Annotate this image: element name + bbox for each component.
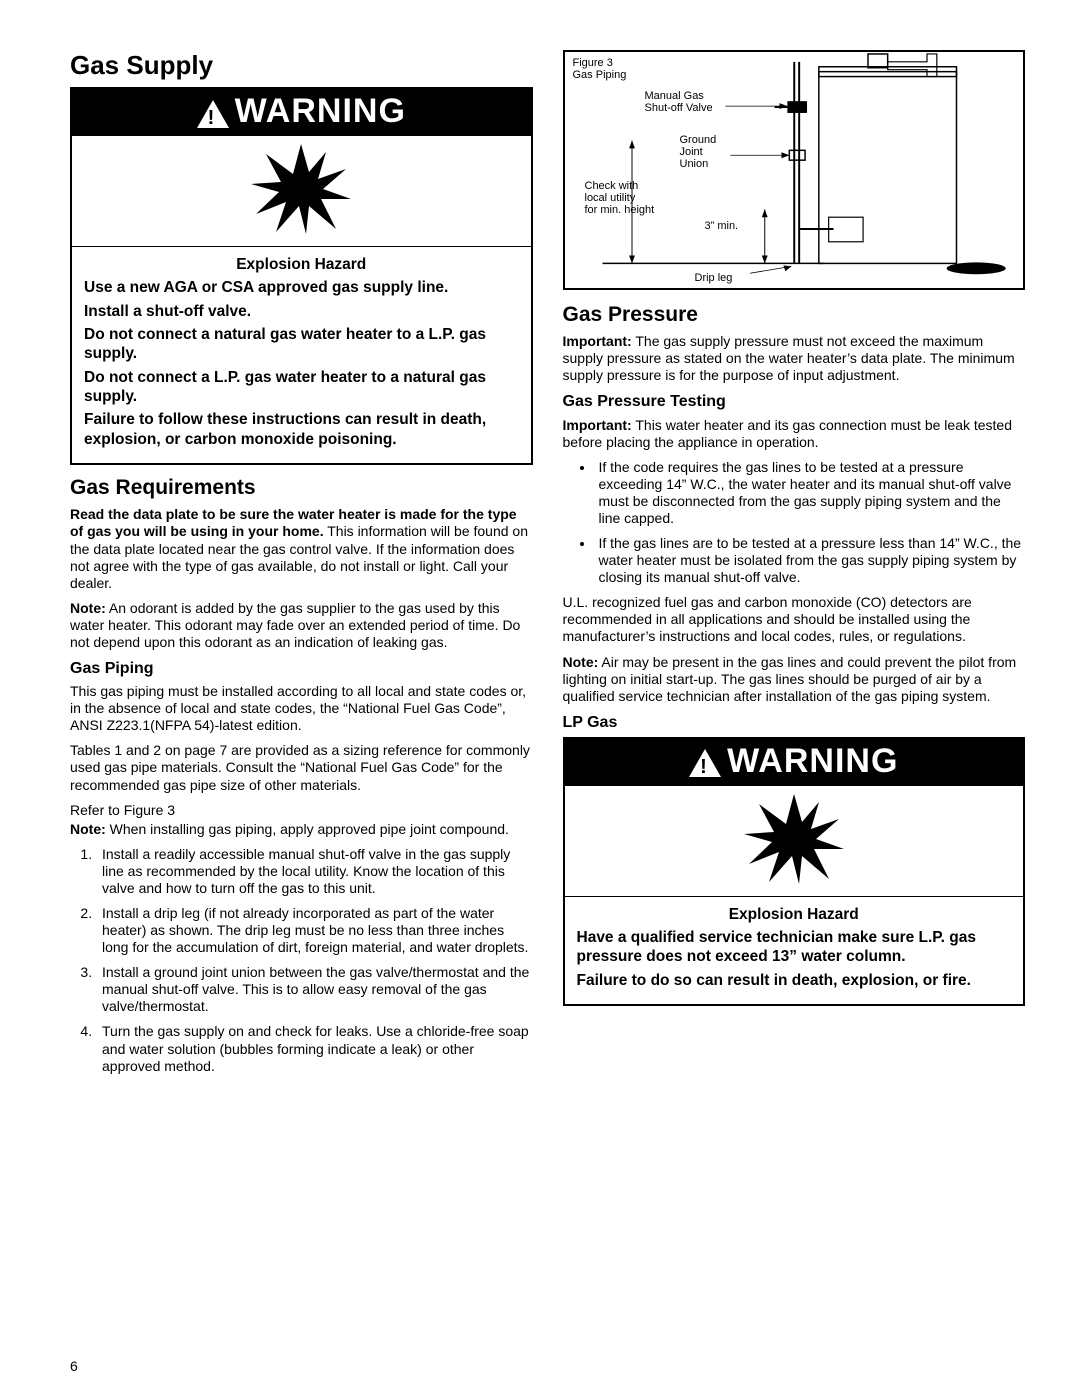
note-label: Note:	[563, 654, 599, 670]
warning-body: Explosion Hazard Use a new AGA or CSA ap…	[72, 247, 531, 463]
odorant-note: Note: An odorant is added by the gas sup…	[70, 600, 533, 651]
step-item: Turn the gas supply on and check for lea…	[96, 1023, 533, 1074]
three-inch-min-label: 3” min.	[705, 220, 739, 233]
step-item: Install a ground joint union between the…	[96, 964, 533, 1015]
union-label: Ground Joint Union	[680, 134, 717, 170]
warning-line: Do not connect a natural gas water heate…	[84, 325, 519, 364]
alert-triangle-icon	[689, 749, 721, 777]
shutoff-label: Manual Gas Shut-off Valve	[645, 90, 713, 114]
alert-triangle-icon	[197, 100, 229, 128]
page-columns: Gas Supply WARNING Explosion Hazard Use …	[70, 50, 1025, 1083]
check-utility-label: Check with local utility for min. height	[585, 180, 655, 216]
pipe-note: Note: When installing gas piping, apply …	[70, 821, 533, 838]
warning-box-1: WARNING Explosion Hazard Use a new AGA o…	[70, 87, 533, 465]
piping-p2: Tables 1 and 2 on page 7 are provided as…	[70, 742, 533, 793]
gas-pressure-heading: Gas Pressure	[563, 302, 1026, 327]
refer-figure: Refer to Figure 3	[70, 802, 533, 819]
warning-line: Have a qualified service technician make…	[577, 928, 1012, 967]
left-column: Gas Supply WARNING Explosion Hazard Use …	[70, 50, 533, 1083]
gas-piping-heading: Gas Piping	[70, 659, 533, 678]
right-column: Figure 3 Gas Piping	[563, 50, 1026, 1083]
warning-box-2: WARNING Explosion Hazard Have a qualifie…	[563, 737, 1026, 1006]
note-text: When installing gas piping, apply approv…	[106, 821, 509, 837]
warning-line: Install a shut-off valve.	[84, 302, 519, 321]
warning-title-text: WARNING	[727, 741, 898, 782]
explosion-icon	[251, 144, 351, 234]
gas-requirements-heading: Gas Requirements	[70, 475, 533, 500]
warning-line: Do not connect a L.P. gas water heater t…	[84, 368, 519, 407]
warning-line: Use a new AGA or CSA approved gas supply…	[84, 278, 519, 297]
testing-important: Important: This water heater and its gas…	[563, 417, 1026, 451]
fig-caption-2: Gas Piping	[573, 69, 627, 81]
warning-title-bar: WARNING	[72, 89, 531, 136]
warning-title-bar: WARNING	[565, 739, 1024, 786]
note-text: An odorant is added by the gas supplier …	[70, 600, 520, 650]
bullet-item: If the gas lines are to be tested at a p…	[595, 535, 1026, 586]
explosion-icon-wrap	[72, 136, 531, 247]
requirements-paragraph: Read the data plate to be sure the water…	[70, 506, 533, 591]
explosion-icon-wrap	[565, 786, 1024, 897]
gas-pressure-testing-heading: Gas Pressure Testing	[563, 392, 1026, 411]
warning-line: Failure to do so can result in death, ex…	[577, 971, 1012, 990]
fig-caption-1: Figure 3	[573, 57, 613, 69]
note-label: Note:	[70, 600, 106, 616]
hazard-title: Explosion Hazard	[84, 255, 519, 274]
lp-gas-heading: LP Gas	[563, 713, 1026, 732]
hazard-title: Explosion Hazard	[577, 905, 1012, 924]
warning-body: Explosion Hazard Have a qualified servic…	[565, 897, 1024, 1005]
important-label: Important:	[563, 417, 632, 433]
explosion-icon	[744, 794, 844, 884]
note-text: Air may be present in the gas lines and …	[563, 654, 1017, 704]
page-number: 6	[70, 1358, 78, 1375]
step-item: Install a readily accessible manual shut…	[96, 846, 533, 897]
pressure-test-bullets: If the code requires the gas lines to be…	[563, 459, 1026, 587]
gas-supply-heading: Gas Supply	[70, 50, 533, 81]
step-item: Install a drip leg (if not already incor…	[96, 905, 533, 956]
figure-caption: Figure 3 Gas Piping	[573, 57, 627, 81]
drip-leg-label: Drip leg	[695, 272, 733, 285]
note-label: Note:	[70, 821, 106, 837]
bullet-item: If the code requires the gas lines to be…	[595, 459, 1026, 527]
pressure-important: Important: The gas supply pressure must …	[563, 333, 1026, 384]
gas-piping-diagram	[565, 52, 1024, 288]
install-steps: Install a readily accessible manual shut…	[70, 846, 533, 1075]
figure-3: Figure 3 Gas Piping	[563, 50, 1026, 290]
warning-line: Failure to follow these instructions can…	[84, 410, 519, 449]
piping-p1: This gas piping must be installed accord…	[70, 683, 533, 734]
important-label: Important:	[563, 333, 632, 349]
ul-detectors-paragraph: U.L. recognized fuel gas and carbon mono…	[563, 594, 1026, 645]
warning-title-text: WARNING	[235, 91, 406, 132]
air-note: Note: Air may be present in the gas line…	[563, 654, 1026, 705]
